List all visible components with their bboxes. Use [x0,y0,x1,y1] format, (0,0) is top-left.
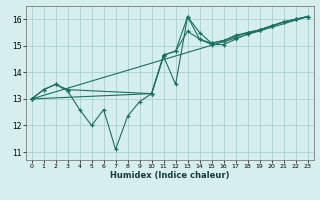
X-axis label: Humidex (Indice chaleur): Humidex (Indice chaleur) [110,171,229,180]
